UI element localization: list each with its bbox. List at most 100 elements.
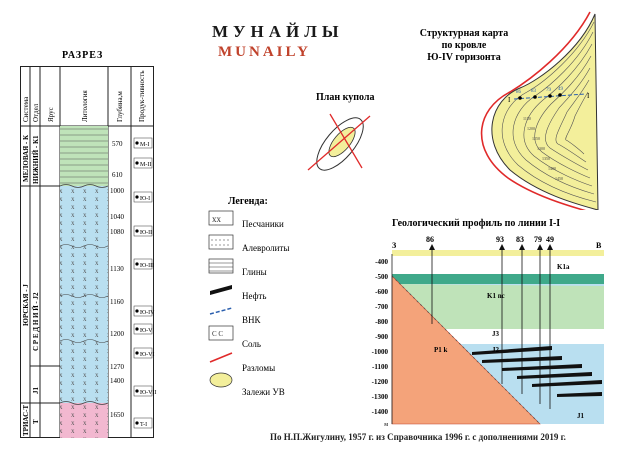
section-title: РАЗРЕЗ bbox=[62, 50, 104, 61]
header-productivity: Продук-тивность bbox=[138, 70, 146, 122]
contour-label-1150: 1150 bbox=[523, 116, 531, 121]
legend-deposit: Залежи УВ bbox=[242, 387, 285, 397]
profile-well-83: 83 bbox=[516, 235, 524, 244]
depth-tick-800: -800 bbox=[375, 318, 388, 326]
profile-well-49: 49 bbox=[546, 235, 554, 244]
depth-1200: 1200 bbox=[110, 330, 125, 338]
unit-p1k: P1 k bbox=[434, 346, 448, 354]
depth-1400: 1400 bbox=[110, 377, 125, 385]
profile-title: Геологический профиль по линии I-I bbox=[392, 218, 561, 229]
system-cretaceous: МЕЛОВАЯ - К bbox=[22, 134, 30, 182]
map-line-label-left: I bbox=[508, 96, 511, 104]
unit-j3: J3 bbox=[492, 330, 500, 338]
profile-well-79: 79 bbox=[534, 235, 542, 244]
legend-labels: Песчаники Алевролиты Глины Нефть ВНК Сол… bbox=[242, 212, 289, 404]
svg-text:xx: xx bbox=[212, 214, 222, 224]
title-en: MUNAILY bbox=[218, 44, 311, 60]
prod-m1: M-I bbox=[140, 142, 149, 148]
legend-sandstone: Песчаники bbox=[242, 219, 284, 229]
depth-1000: 1000 bbox=[110, 187, 125, 195]
depth-1040: 1040 bbox=[110, 213, 125, 221]
depth-1650: 1650 bbox=[110, 411, 125, 419]
system-jurassic: ЮРСКАЯ - J bbox=[22, 284, 30, 326]
depth-1160: 1160 bbox=[110, 298, 124, 306]
profile-well-93: 93 bbox=[496, 235, 504, 244]
prod-yu5: Ю-V bbox=[140, 328, 153, 334]
depth-tick-1200: -1200 bbox=[372, 378, 389, 386]
prod-t1: T-I bbox=[140, 422, 147, 428]
legend-fault: Разломы bbox=[242, 363, 276, 373]
contour-label-1350: 1350 bbox=[542, 156, 550, 161]
depth-tick-600: -600 bbox=[375, 288, 388, 296]
prod-m2: M-II bbox=[140, 162, 151, 168]
legend-clay: Глины bbox=[242, 267, 267, 277]
svg-text:C C: C C bbox=[212, 330, 223, 338]
depth-unit: м bbox=[384, 422, 388, 428]
prod-yu7: Ю-VII bbox=[140, 390, 157, 396]
prod-yu6: Ю-VI bbox=[140, 352, 155, 358]
map-well-79: 79 bbox=[546, 88, 552, 93]
profile-east-label: В bbox=[596, 241, 602, 250]
contour-label-1400: 1400 bbox=[548, 166, 556, 171]
hydrocarbon-deposit-icon bbox=[209, 372, 233, 388]
profile-west-label: З bbox=[392, 241, 396, 250]
legend-oil: Нефть bbox=[242, 291, 267, 301]
dome-plan-map bbox=[307, 113, 371, 171]
unit-j1: J1 bbox=[577, 412, 585, 420]
map-well-49: 49 bbox=[558, 87, 564, 92]
prod-yu4: Ю-IV bbox=[140, 310, 155, 316]
map-line-label-right: I bbox=[587, 92, 590, 100]
map-well-86: 86 bbox=[516, 90, 522, 95]
salt-icon bbox=[208, 325, 234, 341]
fault-icon bbox=[209, 352, 233, 363]
contour-label-1450: 1450 bbox=[555, 176, 563, 181]
dome-plan-title: План купола bbox=[316, 92, 375, 103]
depth-tick-1300: -1300 bbox=[372, 393, 389, 401]
header-depth: Глубина,м bbox=[116, 91, 124, 122]
structural-map-title-1: Структурная карта bbox=[419, 28, 509, 39]
depth-tick-400: -400 bbox=[375, 258, 388, 266]
division-j1: J1 bbox=[32, 387, 40, 395]
legend-salt: Соль bbox=[242, 339, 261, 349]
owc-icon bbox=[209, 307, 233, 315]
legend-title: Легенда: bbox=[228, 196, 268, 207]
legend-icons: xx C C bbox=[208, 210, 234, 388]
unit-k1nc: K1 nc bbox=[487, 292, 505, 300]
sandstone-icon bbox=[208, 210, 234, 226]
source-credit: По Н.П.Жигулину, 1957 г. из Справочника … bbox=[270, 432, 566, 442]
header-stage: Ярус bbox=[47, 107, 55, 122]
structural-map-title-2: по кровле bbox=[441, 40, 487, 51]
depth-tick-500: -500 bbox=[375, 273, 388, 281]
depth-570: 570 bbox=[112, 140, 123, 148]
header-lithology: Литология bbox=[81, 90, 89, 122]
structural-map: 86 83 79 49 I I 1150 1200 1250 1300 1350… bbox=[480, 11, 599, 210]
contour-label-1300: 1300 bbox=[537, 146, 545, 151]
division-lower-cretaceous: НИЖНИЙ - К1 bbox=[32, 135, 40, 184]
prod-yu3: Ю-III bbox=[140, 263, 154, 269]
division-t: T bbox=[32, 419, 40, 424]
depth-610: 610 bbox=[112, 171, 123, 179]
geologic-profile: 86 93 83 79 49 З В -400 -500 -600 -700 -… bbox=[372, 235, 604, 428]
unit-k1a: K1a bbox=[557, 263, 570, 271]
legend-siltstone: Алевролиты bbox=[242, 243, 290, 253]
depth-tick-1100: -1100 bbox=[372, 363, 388, 371]
stratigraphic-column: x Система Отдел Ярус Литология Глубина,м… bbox=[20, 66, 157, 438]
depth-1270: 1270 bbox=[110, 363, 125, 371]
contour-label-1200: 1200 bbox=[527, 126, 535, 131]
map-well-83: 83 bbox=[531, 89, 537, 94]
depth-tick-900: -900 bbox=[375, 333, 388, 341]
depth-1080: 1080 bbox=[110, 228, 125, 236]
profile-well-86: 86 bbox=[426, 235, 434, 244]
clay-icon bbox=[208, 258, 234, 274]
siltstone-icon bbox=[208, 234, 234, 250]
division-middle-jurassic: С Р Е Д Н И Й - J2 bbox=[32, 292, 40, 351]
header-system: Система bbox=[22, 96, 30, 122]
prod-yu2: Ю-II bbox=[140, 230, 152, 236]
depth-tick-700: -700 bbox=[375, 303, 388, 311]
unit-j2: J2 bbox=[492, 346, 500, 354]
legend-owc: ВНК bbox=[242, 315, 261, 325]
prod-yu1: Ю-I bbox=[140, 196, 150, 202]
contour-label-1250: 1250 bbox=[532, 136, 540, 141]
system-triassic: ТРИАС-T bbox=[22, 405, 30, 436]
oil-icon bbox=[210, 285, 232, 295]
